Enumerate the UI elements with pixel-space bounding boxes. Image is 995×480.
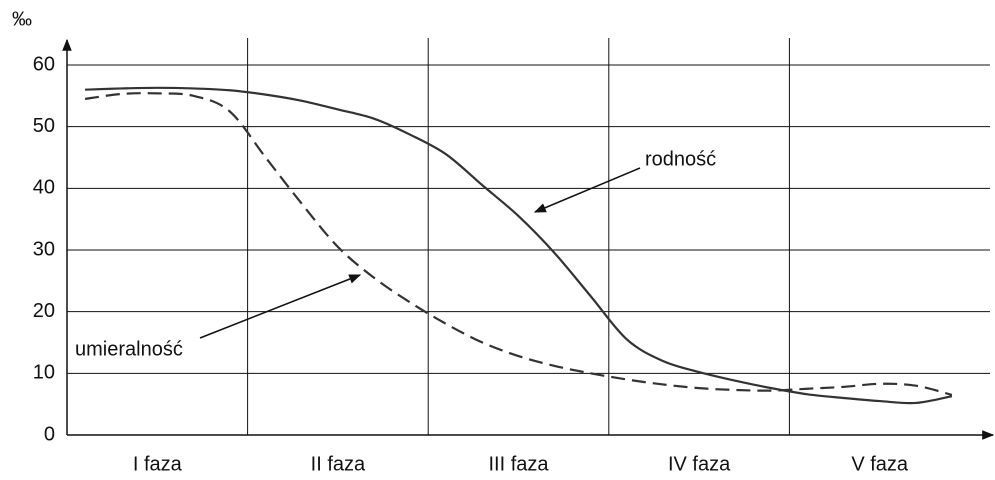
x-tick-label: III faza xyxy=(488,453,549,475)
x-tick-label: I faza xyxy=(133,453,183,475)
y-tick-label: 40 xyxy=(33,177,55,199)
y-tick-label: 20 xyxy=(33,300,55,322)
line-series xyxy=(84,92,953,396)
y-axis-unit: ‰ xyxy=(12,8,32,30)
y-tick-label: 10 xyxy=(33,362,55,384)
x-tick-label: V faza xyxy=(851,453,909,475)
annotation: umieralność xyxy=(75,338,183,360)
annotation-arrow xyxy=(533,167,641,213)
y-tick-label: 30 xyxy=(33,238,55,260)
line-series xyxy=(85,86,953,405)
x-tick-label: IV faza xyxy=(668,453,731,475)
x-tick-label: II faza xyxy=(311,453,366,475)
annotation: rodność xyxy=(645,148,716,170)
y-tick-label: 50 xyxy=(33,115,55,137)
y-tick-label: 60 xyxy=(33,53,55,75)
annotation-arrow xyxy=(199,274,362,339)
y-tick-label: 0 xyxy=(44,423,55,445)
